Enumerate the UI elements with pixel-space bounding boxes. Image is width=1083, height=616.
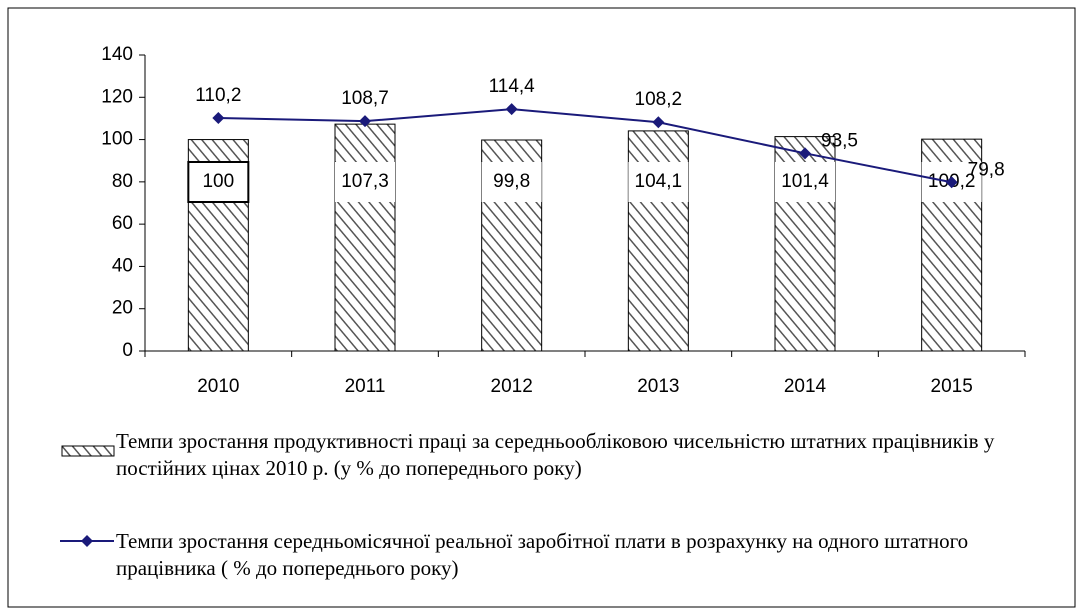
legend-key-bar [61,445,115,457]
bar-value-label: 100 [202,171,234,192]
x-tick-label: 2011 [345,376,386,397]
legend-line: Темпи зростання середньомісячної реально… [116,529,969,580]
line-value-label: 114,4 [489,76,536,97]
bar-label-bg [628,162,689,202]
legend-bar: Темпи зростання продуктивності праці за … [116,429,995,480]
y-tick-label: 60 [112,213,133,234]
y-tick-label: 140 [101,44,133,65]
y-tick-label: 20 [112,298,133,319]
x-tick-label: 2010 [197,376,239,397]
bar-value-label: 104,1 [635,171,683,192]
bar-value-label: 107,3 [341,171,389,192]
bar-value-label: 101,4 [781,171,829,192]
line-value-label: 108,2 [635,89,683,110]
bar-label-bg [481,162,542,202]
line [218,108,952,184]
bar-label-bg [187,161,250,203]
y-tick-label: 80 [112,171,133,192]
line-marker [652,116,665,129]
y-tick-label: 40 [112,255,133,276]
line-value-label: 93,5 [821,130,858,151]
bar-label-bg [775,162,835,202]
line-marker [505,103,518,116]
y-tick-label: 100 [101,129,133,150]
line-value-label: 108,7 [341,88,389,109]
x-tick-label: 2015 [931,376,973,397]
bar-label-bg [335,162,395,202]
legend-key-marker [81,535,93,547]
frame [7,7,1076,608]
line-marker [945,176,958,189]
line-value-label: 79,8 [968,159,1005,180]
bar [334,123,396,352]
y-tick-label: 0 [122,340,133,361]
x-tick-label: 2013 [637,376,679,397]
x-tick-label: 2012 [491,376,533,397]
y-tick-label: 120 [101,86,133,107]
line-marker [212,112,225,125]
line-marker [359,115,371,128]
line-value-label: 110,2 [195,85,241,106]
bar-value-label: 99,8 [493,171,530,192]
line-marker [799,147,811,160]
x-tick-label: 2014 [784,376,827,397]
